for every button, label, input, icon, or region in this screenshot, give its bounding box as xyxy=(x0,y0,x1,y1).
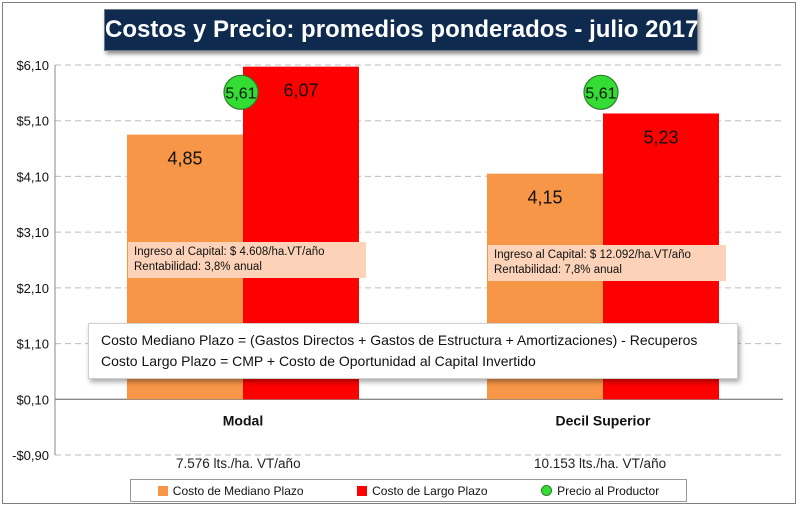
data-label-largo-0: 6,07 xyxy=(283,81,318,101)
data-label-mediano-1: 4,15 xyxy=(527,188,562,208)
y-tick-label: $5,10 xyxy=(16,114,49,129)
legend-item-largo: Costo de Largo Plazo xyxy=(357,483,488,498)
legend: Costo de Mediano Plazo Costo de Largo Pl… xyxy=(130,479,687,502)
info-capital-modal: Ingreso al Capital: $ 4.608/ha.VT/año xyxy=(134,246,325,258)
y-tick-label: $2,10 xyxy=(16,281,49,296)
legend-item-precio: Precio al Productor xyxy=(541,484,659,498)
y-tick-label: $6,10 xyxy=(16,58,49,73)
formula-note: Costo Mediano Plazo = (Gastos Directos +… xyxy=(88,323,738,379)
legend-swatch-largo xyxy=(357,485,368,496)
data-label-mediano-0: 4,85 xyxy=(167,149,202,169)
y-tick-label: $3,10 xyxy=(16,225,49,240)
info-box-modal: Ingreso al Capital: $ 4.608/ha.VT/año Re… xyxy=(128,242,366,278)
legend-swatch-precio xyxy=(541,485,553,496)
info-rentabilidad-decil: Rentabilidad: 7,8% anual xyxy=(494,264,622,276)
chart-title: Costos y Precio: promedios ponderados - … xyxy=(104,9,698,51)
formula-line-clp: Costo Largo Plazo = CMP + Costo de Oport… xyxy=(101,353,536,369)
legend-label-mediano: Costo de Mediano Plazo xyxy=(172,483,304,498)
data-labels: 4,85 4,15 6,07 5,23 5,61 5,61 xyxy=(167,74,679,208)
category-label: Decil Superior xyxy=(556,412,651,428)
y-tick-label: -$0,90 xyxy=(12,448,49,463)
production-decil: 10.153 lts./ha. VT/año xyxy=(534,456,667,471)
info-rentabilidad-modal: Rentabilidad: 3,8% anual xyxy=(134,261,262,273)
category-label: Modal xyxy=(223,412,263,428)
y-tick-label: $0,10 xyxy=(16,392,49,407)
info-box-decil: Ingreso al Capital: $ 12.092/ha.VT/año R… xyxy=(488,245,726,281)
data-label-largo-1: 5,23 xyxy=(643,127,678,147)
price-label-0: 5,61 xyxy=(225,85,256,102)
y-tick-label: $1,10 xyxy=(16,337,49,352)
legend-swatch-mediano xyxy=(157,485,168,496)
legend-label-precio: Precio al Productor xyxy=(557,483,660,498)
formula-line-cmp: Costo Mediano Plazo = (Gastos Directos +… xyxy=(101,332,698,348)
y-tick-label: $4,10 xyxy=(16,169,49,184)
legend-item-mediano: Costo de Mediano Plazo xyxy=(157,483,304,498)
price-marker-0 xyxy=(223,74,259,110)
price-label-1: 5,61 xyxy=(585,85,616,102)
info-capital-decil: Ingreso al Capital: $ 12.092/ha.VT/año xyxy=(494,249,691,261)
production-modal: 7.576 lts./ha. VT/año xyxy=(176,456,301,471)
price-marker-1 xyxy=(583,74,619,110)
axes: $6,10 $5,10 $4,10 $3,10 $2,10 $1,10 $0,10 -$0,9… xyxy=(12,58,651,463)
legend-label-largo: Costo de Largo Plazo xyxy=(372,483,488,498)
